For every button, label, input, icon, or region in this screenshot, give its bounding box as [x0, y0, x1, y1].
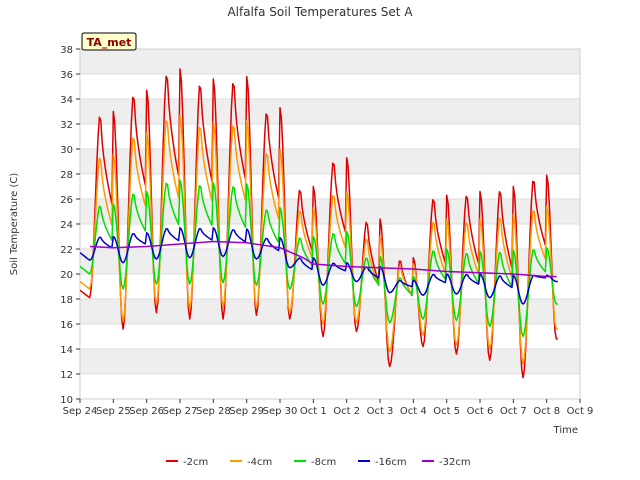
y-tick-label: 34 — [60, 95, 73, 106]
x-tick-label: Oct 4 — [400, 406, 427, 417]
legend-label: -8cm — [311, 457, 336, 468]
ta-met-annotation: TA_met — [81, 32, 137, 51]
y-tick-label: 16 — [60, 320, 73, 331]
x-tick-label: Oct 3 — [367, 406, 394, 417]
x-axis-title: Time — [553, 425, 578, 436]
y-tick-label: 10 — [60, 395, 73, 406]
legend-label: -16cm — [375, 457, 407, 468]
series-line-32cm — [89, 240, 557, 278]
x-tick-label: Oct 2 — [333, 406, 360, 417]
y-tick-label: 18 — [60, 295, 73, 306]
x-tick-label: Oct 6 — [467, 406, 494, 417]
chart-title: Alfalfa Soil Temperatures Set A — [227, 5, 413, 19]
x-tick-label: Sep 30 — [263, 406, 298, 417]
y-tick-label: 22 — [60, 245, 73, 256]
grid-band — [80, 149, 580, 174]
y-tick-label: 28 — [60, 170, 73, 181]
x-tick-label: Sep 27 — [163, 406, 198, 417]
grid-band — [80, 299, 580, 324]
x-tick-label: Oct 8 — [533, 406, 560, 417]
legend-label: -4cm — [247, 457, 272, 468]
x-tick-label: Oct 9 — [567, 406, 594, 417]
x-tick-label: Sep 29 — [229, 406, 264, 417]
y-tick-label: 30 — [60, 145, 73, 156]
x-tick-label: Sep 28 — [196, 406, 231, 417]
x-tick-label: Oct 1 — [300, 406, 327, 417]
y-tick-label: 12 — [60, 370, 73, 381]
y-tick-label: 36 — [60, 70, 73, 81]
x-tick-label: Sep 24 — [63, 406, 98, 417]
x-tick-label: Sep 26 — [129, 406, 164, 417]
y-tick-label: 26 — [60, 195, 73, 206]
y-tick-label: 32 — [60, 120, 73, 131]
y-axis-title: Soil Temperature (C) — [9, 173, 20, 276]
grid-band — [80, 349, 580, 374]
y-tick-label: 14 — [60, 345, 73, 356]
y-tick-label: 24 — [60, 220, 73, 231]
y-tick-label: 38 — [60, 45, 73, 56]
series-line-16cm — [79, 227, 558, 305]
grid-band — [80, 49, 580, 74]
x-tick-label: Oct 5 — [433, 406, 460, 417]
legend-label: -32cm — [439, 457, 471, 468]
svg-text:TA_met: TA_met — [87, 36, 132, 49]
x-tick-label: Sep 25 — [96, 406, 131, 417]
y-tick-label: 20 — [60, 270, 73, 281]
x-tick-label: Oct 7 — [500, 406, 527, 417]
legend-label: -2cm — [183, 457, 208, 468]
grid-band — [80, 99, 580, 124]
legend: -2cm -4cm -8cm -16cm -32cm — [166, 457, 471, 468]
